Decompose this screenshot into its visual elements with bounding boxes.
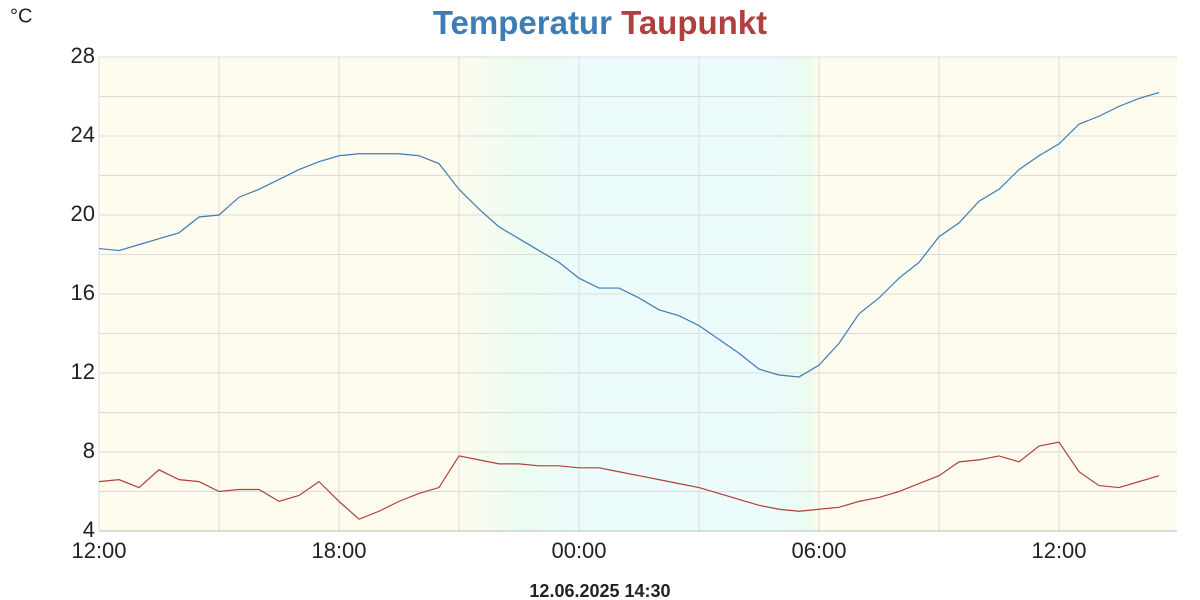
y-tick-label: 12 — [71, 359, 95, 384]
y-tick-label: 28 — [71, 43, 95, 68]
data-line — [98, 91, 1160, 378]
chart-title: Temperatur Taupunkt — [433, 4, 767, 41]
legend-entry: Taupunkt — [621, 4, 767, 41]
y-tick-label: 16 — [71, 280, 95, 305]
data-line — [98, 441, 1160, 520]
y-tick-label: 20 — [71, 201, 95, 226]
y-tick-label: 8 — [83, 438, 95, 463]
x-tick-label: 12:00 — [71, 538, 126, 563]
y-tick-label: 4 — [83, 517, 95, 542]
legend-entry: Temperatur — [433, 4, 612, 41]
x-tick-label: 00:00 — [551, 538, 606, 563]
y-tick-label: 24 — [71, 122, 95, 147]
x-tick-label: 06:00 — [791, 538, 846, 563]
x-tick-label: 12:00 — [1031, 538, 1086, 563]
footer-timestamp: 12.06.2025 14:30 — [529, 581, 670, 600]
x-tick-label: 18:00 — [311, 538, 366, 563]
unit-label: °C — [10, 5, 32, 27]
